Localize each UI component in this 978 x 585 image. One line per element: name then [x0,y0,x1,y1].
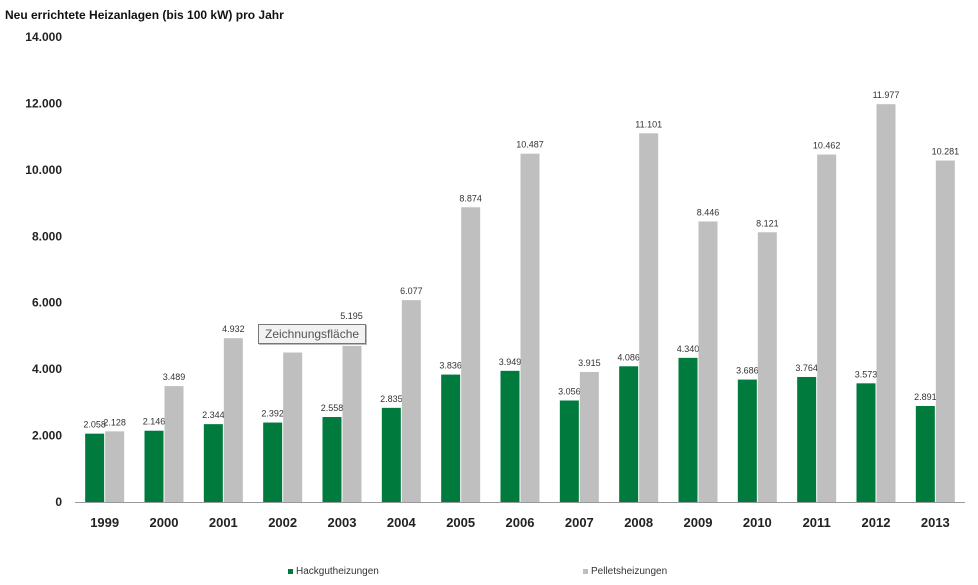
data-label-pellets: 2.128 [103,417,126,427]
data-label-pellets: 8.874 [459,193,482,203]
bar-pellets [698,221,718,502]
bar-pellets [461,207,481,503]
x-category-label: 2012 [862,515,891,530]
data-label-pellets: 10.462 [813,141,841,151]
x-category-label: 2007 [565,515,594,530]
data-label-pellets: 8.446 [697,207,720,217]
x-category-label: 2002 [268,515,297,530]
bar-pellets [105,431,125,502]
bar-pellets [639,133,659,502]
bar-pellets [757,232,777,502]
bar-pellets [579,371,599,502]
bar-pellets [164,386,184,502]
bar-pellets [876,104,896,502]
bar-pellets [520,153,540,502]
bar-hackgut [441,374,461,502]
data-label-hackgut: 2.558 [321,403,344,413]
x-category-label: 2001 [209,515,238,530]
legend-item-hackgut: Hackgutheizungen [288,566,379,577]
x-category-label: 2004 [387,515,417,530]
x-category-label: 2000 [150,515,179,530]
y-tick-label: 4.000 [32,362,62,376]
data-label-pellets: 11.977 [873,90,900,100]
legend-swatch-pellets [583,569,588,574]
data-label-hackgut: 3.836 [439,361,462,371]
legend-label-hackgut: Hackgutheizungen [296,566,379,577]
x-category-label: 2009 [684,515,713,530]
data-label-pellets: 10.487 [516,140,544,150]
data-label-hackgut: 4.086 [617,352,640,362]
x-category-label: 2003 [328,515,357,530]
bar-hackgut [619,366,639,502]
legend-swatch-hackgut [288,569,293,574]
x-category-label: 2013 [921,515,950,530]
x-category-label: 2011 [803,515,831,530]
data-label-hackgut: 2.058 [83,420,106,430]
bar-hackgut [678,357,698,502]
data-label-hackgut: 3.686 [736,366,759,376]
bar-pellets [223,338,243,502]
x-category-label: 2006 [506,515,535,530]
chart-title: Neu errichtete Heizanlagen (bis 100 kW) … [5,8,284,22]
y-tick-label: 12.000 [25,96,62,110]
data-label-pellets: 3.915 [578,358,601,368]
data-label-pellets: 11.101 [635,119,662,129]
data-label-hackgut: 4.340 [677,344,700,354]
data-label-hackgut: 3.056 [558,386,581,396]
y-tick-label: 10.000 [25,163,62,177]
bar-pellets [342,345,362,502]
data-label-hackgut: 2.146 [143,417,166,427]
y-tick-label: 2.000 [32,429,62,443]
bar-hackgut [263,422,283,502]
y-tick-label: 14.000 [25,30,62,44]
bar-hackgut [559,400,579,502]
legend-item-pellets: Pelletsheizungen [583,566,667,577]
y-tick-label: 8.000 [32,229,62,243]
x-category-label: 2005 [446,515,475,530]
bar-hackgut [737,379,757,502]
bar-hackgut [85,433,105,502]
data-label-hackgut: 3.573 [855,369,878,379]
data-label-hackgut: 2.891 [914,392,937,402]
bar-pellets [935,160,955,502]
data-label-hackgut: 2.392 [261,409,284,419]
data-label-hackgut: 3.949 [499,357,522,367]
bar-hackgut [203,424,223,502]
data-label-hackgut: 2.835 [380,394,403,404]
data-label-pellets: 8.121 [756,218,779,228]
bar-hackgut [144,430,164,502]
data-label-pellets: 10.281 [932,147,960,157]
bar-hackgut [856,383,876,502]
x-category-label: 2010 [743,515,772,530]
bar-hackgut [322,417,342,502]
y-tick-label: 6.000 [32,296,62,310]
x-category-label: 1999 [90,515,119,530]
bar-pellets [401,300,421,502]
legend-label-pellets: Pelletsheizungen [591,566,668,577]
bar-hackgut [915,405,935,502]
data-label-pellets: 4.932 [222,324,245,334]
x-category-label: 2008 [624,515,653,530]
bar-hackgut [500,370,520,502]
bar-hackgut [797,376,817,502]
bar-pellets [817,154,837,502]
y-tick-label: 0 [55,495,62,509]
data-label-pellets: 5.195 [340,311,363,321]
bar-pellets [283,352,303,502]
data-label-pellets: 3.489 [163,372,186,382]
bar-hackgut [381,407,401,502]
data-label-hackgut: 2.344 [202,410,225,420]
plot-area-tooltip: Zeichnungsfläche [258,324,367,344]
data-label-pellets: 6.077 [400,286,423,296]
data-label-hackgut: 3.764 [795,363,818,373]
